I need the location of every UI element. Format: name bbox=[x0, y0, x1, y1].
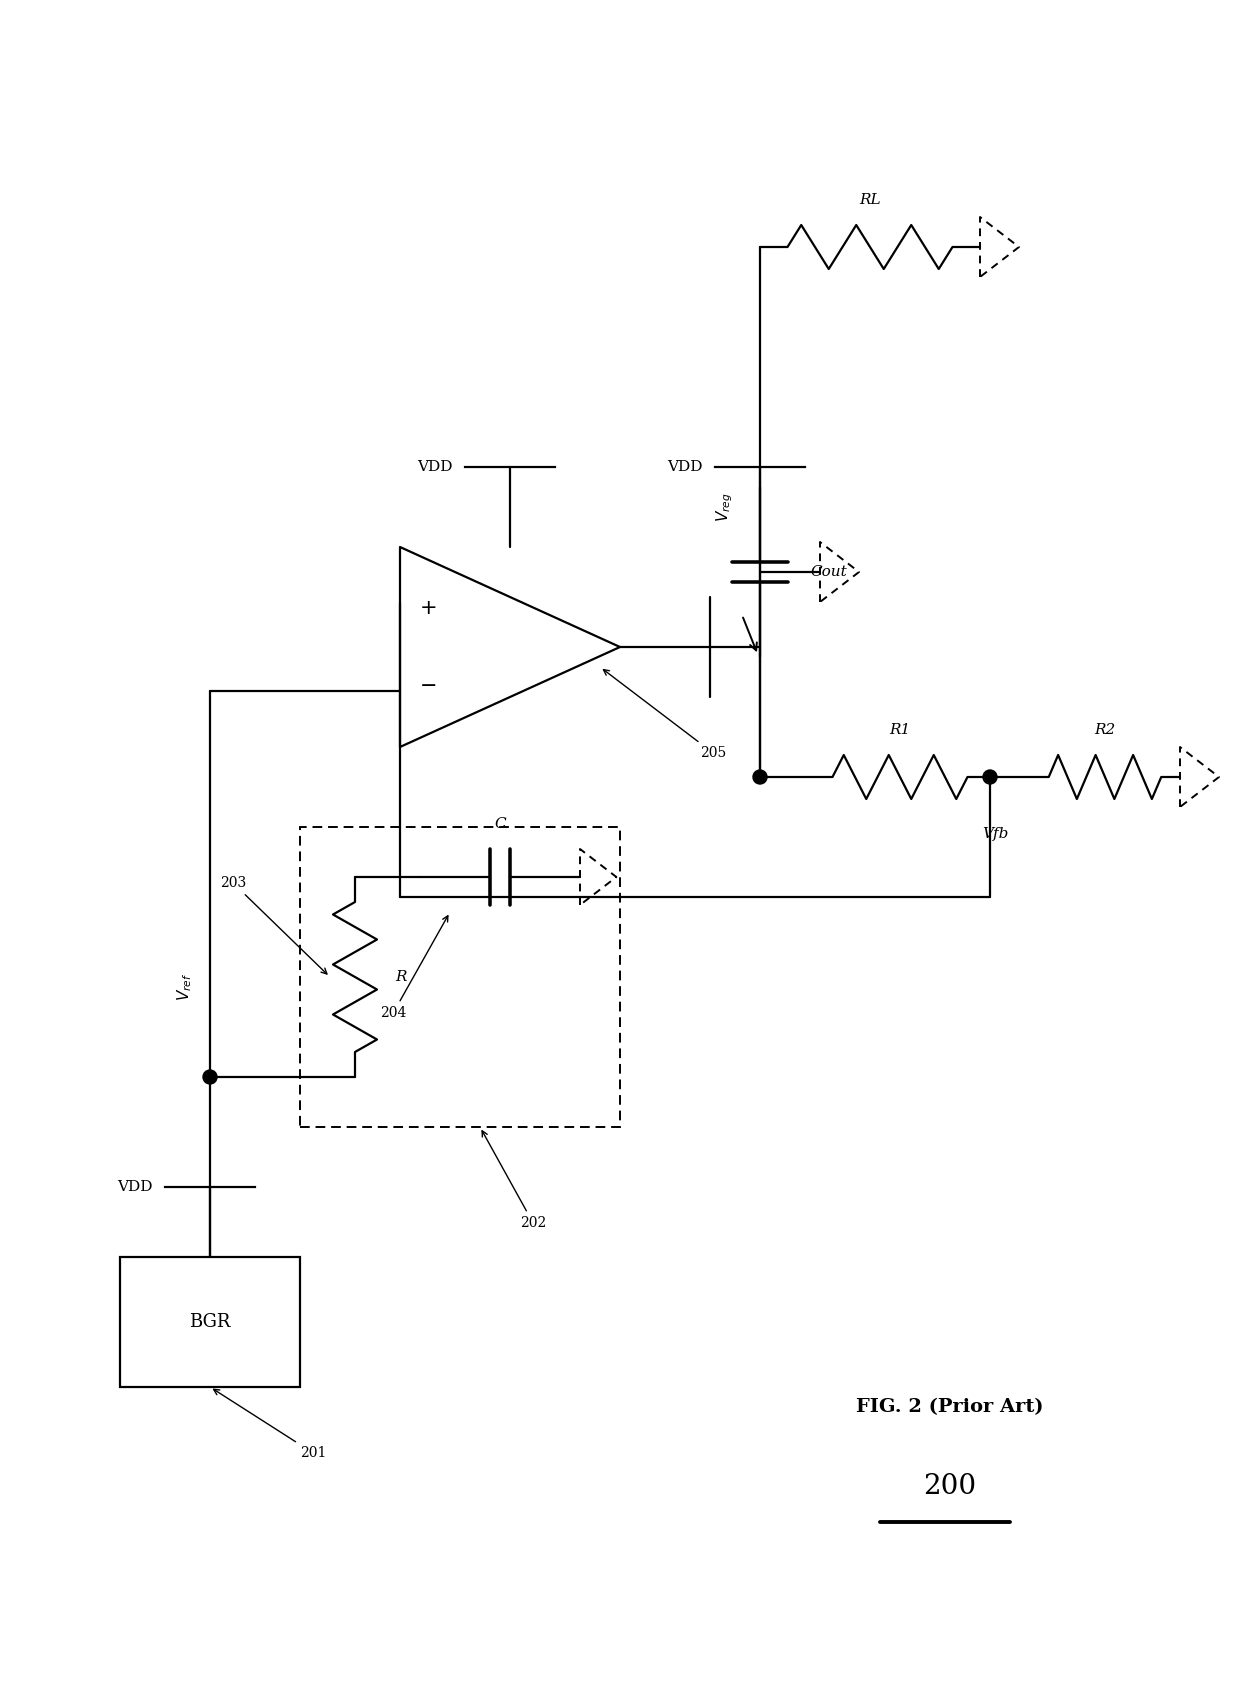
Text: Vfb: Vfb bbox=[982, 826, 1008, 842]
Text: −: − bbox=[420, 676, 438, 696]
Text: 204: 204 bbox=[379, 915, 448, 1021]
Text: $V_{reg}$: $V_{reg}$ bbox=[714, 492, 735, 522]
Text: FIG. 2 (Prior Art): FIG. 2 (Prior Art) bbox=[857, 1398, 1044, 1417]
Text: 203: 203 bbox=[219, 876, 327, 975]
Bar bbox=[120, 1256, 300, 1388]
Text: 202: 202 bbox=[482, 1130, 547, 1231]
Text: RL: RL bbox=[859, 193, 880, 207]
Text: $V_{ref}$: $V_{ref}$ bbox=[176, 973, 195, 1002]
Text: R2: R2 bbox=[1095, 724, 1116, 737]
Text: +: + bbox=[420, 597, 438, 618]
Text: C: C bbox=[495, 818, 506, 831]
Text: 205: 205 bbox=[604, 669, 727, 760]
Text: BGR: BGR bbox=[190, 1313, 231, 1331]
Text: R: R bbox=[396, 970, 407, 983]
Text: VDD: VDD bbox=[418, 459, 453, 475]
Circle shape bbox=[203, 1070, 217, 1084]
Bar bbox=[300, 826, 620, 1127]
Text: R1: R1 bbox=[889, 724, 910, 737]
Circle shape bbox=[983, 770, 997, 784]
Circle shape bbox=[753, 770, 768, 784]
Text: VDD: VDD bbox=[667, 459, 703, 475]
Text: VDD: VDD bbox=[118, 1180, 153, 1193]
Text: Cout: Cout bbox=[810, 565, 847, 579]
Text: 200: 200 bbox=[924, 1473, 977, 1500]
Text: 201: 201 bbox=[213, 1389, 326, 1459]
